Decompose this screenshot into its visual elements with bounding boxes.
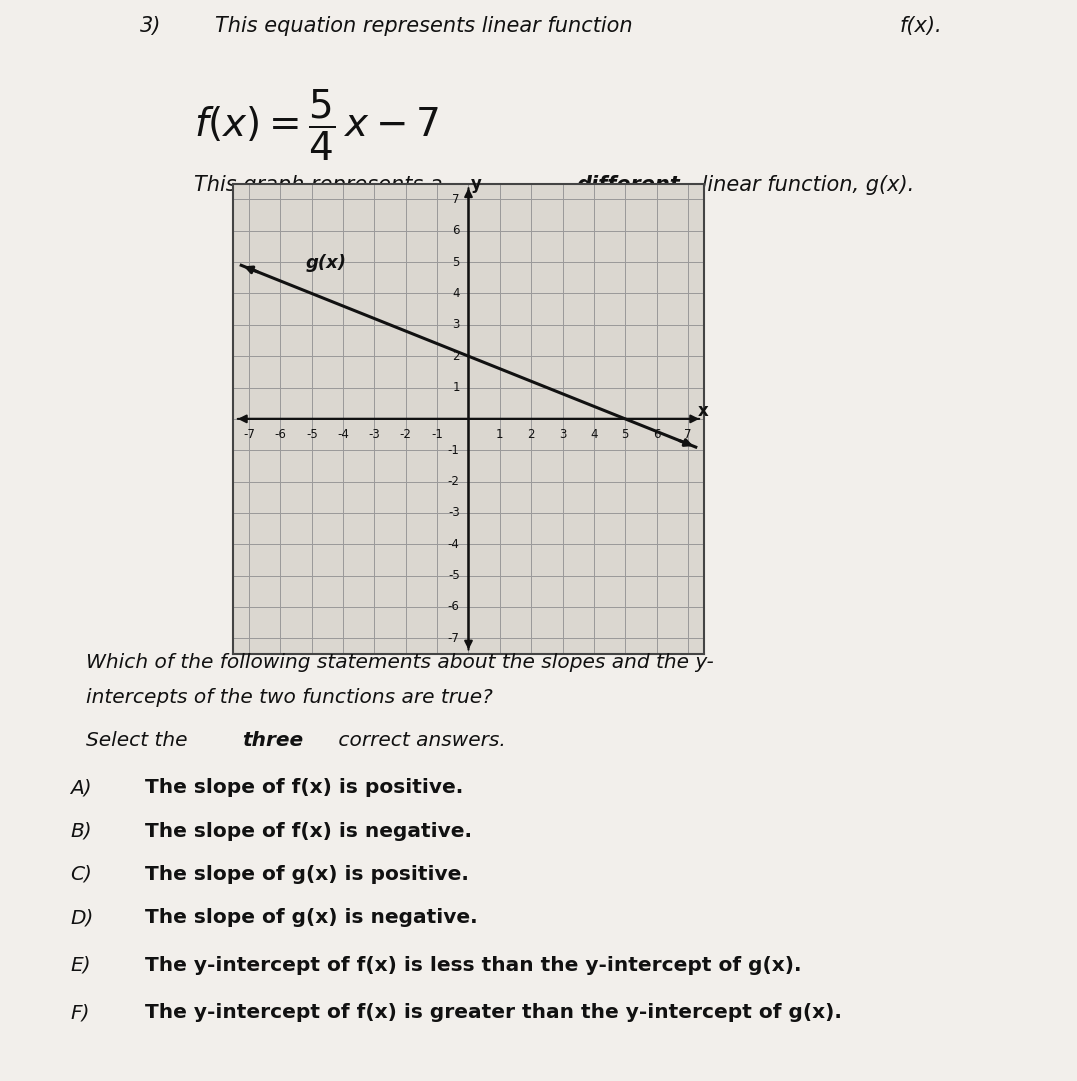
Text: g(x): g(x) <box>306 254 347 272</box>
Text: A): A) <box>70 778 92 798</box>
Text: -1: -1 <box>448 443 460 457</box>
Text: $f(x) = \dfrac{5}{4}\,x - 7$: $f(x) = \dfrac{5}{4}\,x - 7$ <box>194 88 438 163</box>
Text: This graph represents a: This graph represents a <box>194 175 449 196</box>
Text: 1: 1 <box>496 428 504 441</box>
Text: -6: -6 <box>275 428 286 441</box>
Text: 3): 3) <box>140 15 162 36</box>
Text: F): F) <box>70 1003 89 1023</box>
Text: -3: -3 <box>368 428 380 441</box>
Text: -2: -2 <box>400 428 411 441</box>
Text: -7: -7 <box>243 428 255 441</box>
Text: f(x).: f(x). <box>899 15 942 36</box>
Text: 3: 3 <box>452 318 460 332</box>
Text: three: three <box>242 731 304 750</box>
Text: 4: 4 <box>590 428 598 441</box>
Text: The slope of f(x) is positive.: The slope of f(x) is positive. <box>145 778 463 798</box>
Text: -5: -5 <box>306 428 318 441</box>
Text: linear function, g(x).: linear function, g(x). <box>695 175 914 196</box>
Text: 6: 6 <box>452 224 460 238</box>
Text: -4: -4 <box>337 428 349 441</box>
Text: E): E) <box>70 956 90 975</box>
Text: 6: 6 <box>653 428 660 441</box>
Text: -7: -7 <box>448 631 460 645</box>
Text: The slope of g(x) is negative.: The slope of g(x) is negative. <box>145 908 478 927</box>
Text: -6: -6 <box>448 600 460 614</box>
Text: 7: 7 <box>684 428 691 441</box>
Text: correct answers.: correct answers. <box>332 731 505 750</box>
Text: The y-intercept of f(x) is less than the y-intercept of g(x).: The y-intercept of f(x) is less than the… <box>145 956 802 975</box>
Text: This equation represents linear function: This equation represents linear function <box>215 15 640 36</box>
Text: -5: -5 <box>448 569 460 583</box>
Text: intercepts of the two functions are true?: intercepts of the two functions are true… <box>86 688 493 707</box>
Text: D): D) <box>70 908 94 927</box>
Text: 1: 1 <box>452 381 460 395</box>
Text: Select the: Select the <box>86 731 194 750</box>
Text: 2: 2 <box>528 428 535 441</box>
Text: 5: 5 <box>452 255 460 269</box>
Text: B): B) <box>70 822 92 841</box>
Text: different: different <box>576 175 680 196</box>
Text: The slope of f(x) is negative.: The slope of f(x) is negative. <box>145 822 473 841</box>
Text: 3: 3 <box>559 428 567 441</box>
Text: -4: -4 <box>448 537 460 551</box>
Text: x: x <box>698 402 709 421</box>
Text: 5: 5 <box>621 428 629 441</box>
Text: 7: 7 <box>452 192 460 206</box>
Text: The slope of g(x) is positive.: The slope of g(x) is positive. <box>145 865 470 884</box>
Text: y: y <box>471 175 481 193</box>
Text: -1: -1 <box>431 428 443 441</box>
Text: The y-intercept of f(x) is greater than the y-intercept of g(x).: The y-intercept of f(x) is greater than … <box>145 1003 842 1023</box>
Text: -3: -3 <box>448 506 460 520</box>
Text: -2: -2 <box>448 475 460 489</box>
Text: C): C) <box>70 865 92 884</box>
Text: 4: 4 <box>452 286 460 301</box>
Text: 2: 2 <box>452 349 460 363</box>
Text: Which of the following statements about the slopes and the y-: Which of the following statements about … <box>86 653 714 672</box>
